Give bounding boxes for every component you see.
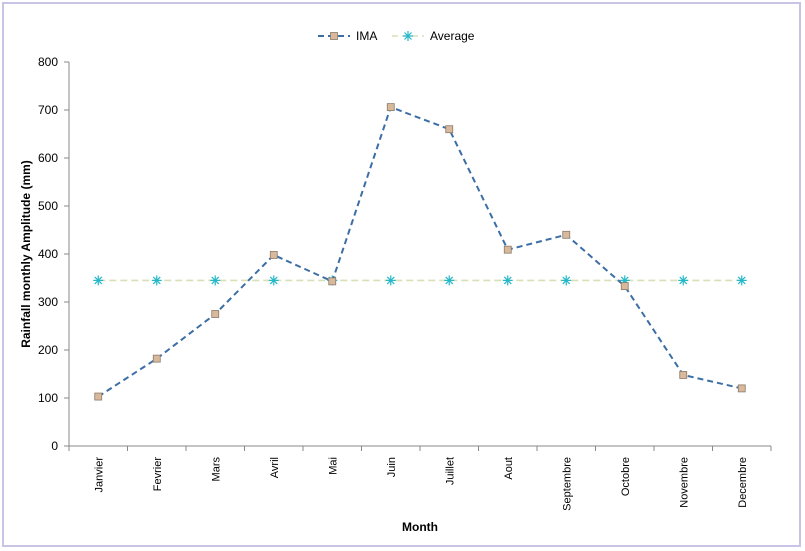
x-axis-title: Month	[402, 520, 438, 534]
data-point	[151, 275, 162, 286]
asterisk-stroke	[679, 276, 688, 285]
data-point	[562, 230, 571, 239]
x-tick-label: Janvier	[93, 457, 105, 493]
data-point	[444, 275, 455, 286]
x-tick-label: Octobre	[620, 457, 632, 496]
asterisk-stroke	[152, 276, 161, 285]
data-point	[330, 32, 338, 40]
data-point	[211, 310, 220, 318]
x-tick-label: Juin	[386, 457, 398, 477]
data-point	[503, 245, 512, 254]
y-tick-label: 400	[38, 247, 58, 261]
data-point	[561, 275, 572, 286]
data-point	[328, 277, 337, 286]
x-tick-label: Decembre	[737, 457, 749, 508]
legend-label: IMA	[356, 29, 377, 43]
y-tick-label: 0	[51, 439, 58, 453]
data-point	[210, 275, 221, 286]
data-point	[445, 125, 454, 134]
data-point	[679, 371, 688, 379]
series-layer	[93, 103, 747, 401]
data-point	[403, 31, 413, 41]
x-tick-label: Avril	[269, 457, 281, 478]
legend-item: Average	[392, 29, 475, 43]
series-average	[93, 275, 747, 286]
y-tick-label: 300	[38, 295, 58, 309]
data-point	[94, 392, 103, 401]
y-tick-label: 100	[38, 391, 58, 405]
legend: IMA Average	[318, 29, 475, 43]
asterisk-stroke	[737, 276, 746, 285]
asterisk-stroke	[94, 276, 103, 285]
y-tick-label: 800	[38, 55, 58, 69]
x-tick-label: Fevrier	[152, 457, 164, 492]
data-point	[268, 275, 279, 286]
legend-item: IMA	[318, 29, 377, 43]
data-point	[737, 384, 746, 393]
data-point	[502, 275, 513, 286]
data-point	[386, 103, 395, 112]
legend-label: Average	[430, 29, 475, 43]
data-point	[385, 275, 396, 286]
asterisk-stroke	[211, 276, 220, 285]
y-axis-title: Rainfall monthly Amplitude (mm)	[19, 160, 33, 348]
series-ima	[94, 103, 746, 401]
asterisk-stroke	[445, 276, 454, 285]
y-tick-label: 200	[38, 343, 58, 357]
asterisk-stroke	[404, 32, 412, 40]
y-tick-label: 500	[38, 199, 58, 213]
data-point	[269, 251, 278, 259]
series-line	[97, 105, 742, 398]
x-ticks: Janvier Fevrier Mars Avril Mai Juin Juillet Aou…	[68, 446, 772, 511]
y-ticks: 0 100 200 300 400 500 600 700 800	[38, 55, 69, 453]
asterisk-stroke	[503, 276, 512, 285]
x-tick-label: Aout	[503, 457, 515, 480]
y-tick-label: 600	[38, 151, 58, 165]
data-point	[93, 275, 104, 286]
x-tick-label: Mars	[210, 457, 222, 482]
axes: 0 100 200 300 400 500 600 700 800 Janvier Fevrier…	[38, 55, 772, 511]
data-point	[736, 275, 747, 286]
data-point	[620, 282, 629, 291]
x-tick-label: Mai	[327, 457, 339, 475]
asterisk-stroke	[386, 276, 395, 285]
data-point	[678, 275, 689, 286]
x-tick-label: Novembre	[678, 457, 690, 508]
x-tick-label: Septembre	[561, 457, 573, 511]
asterisk-stroke	[269, 276, 278, 285]
asterisk-stroke	[562, 276, 571, 285]
x-tick-label: Juillet	[444, 457, 456, 485]
data-point	[152, 354, 161, 363]
y-tick-label: 700	[38, 103, 58, 117]
